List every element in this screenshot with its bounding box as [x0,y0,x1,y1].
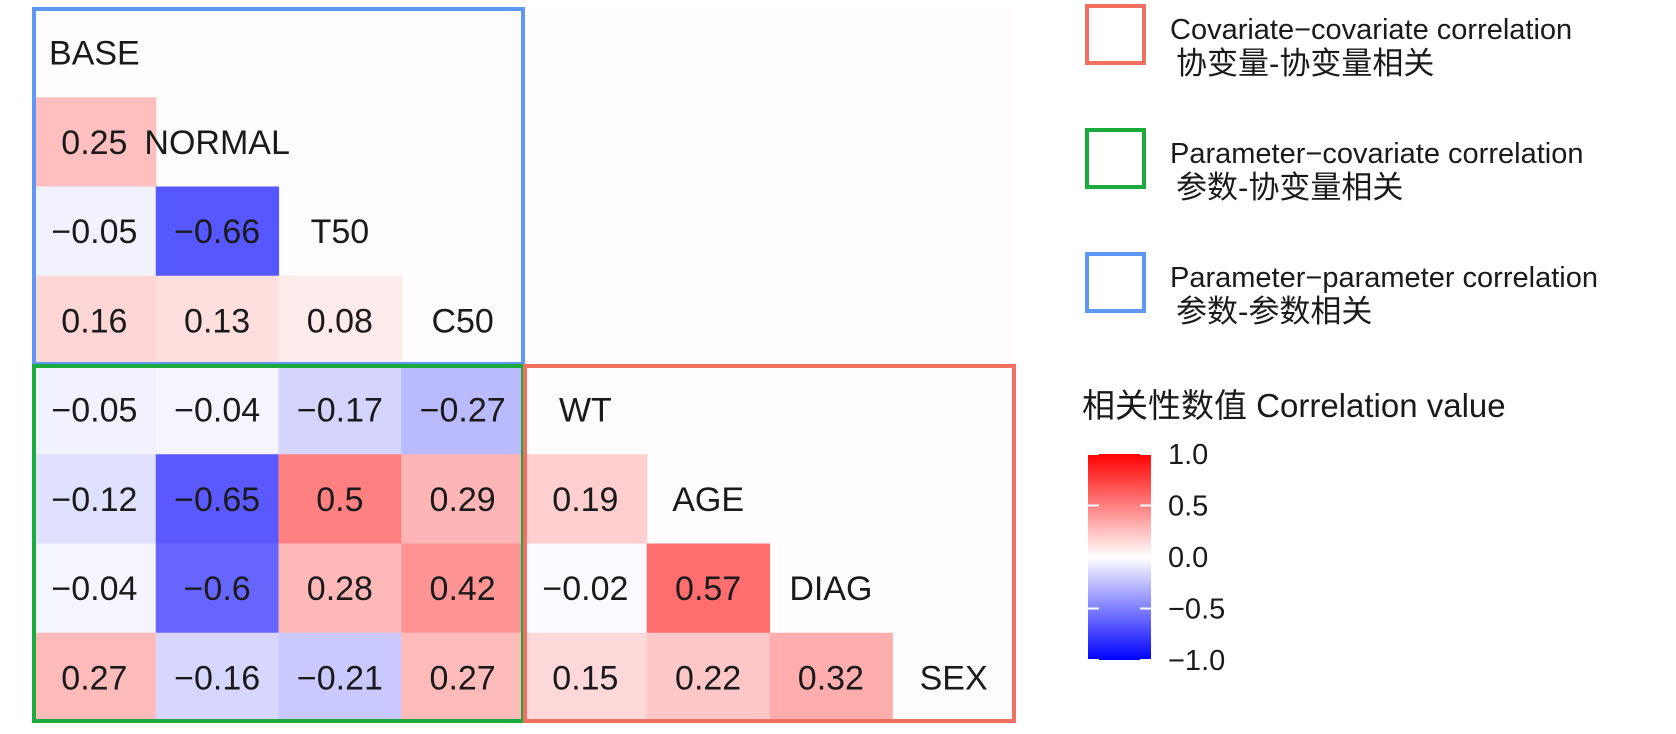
cell-sex-normal [155,632,280,723]
cells-layer [33,97,893,723]
cell-value-sex-c50: 0.27 [430,659,496,697]
cell-wt-c50 [401,365,525,455]
variable-label-wt: WT [559,392,612,430]
cell-diag-t50 [278,543,402,634]
group-box-covariate-covariate [523,364,1016,723]
cell-value-age-normal: −0.65 [174,481,260,519]
cell-value-age-c50: 0.29 [430,481,496,519]
cell-value-diag-age: 0.57 [675,570,741,608]
cell-value-wt-normal: −0.04 [174,392,260,430]
legend-label-zh-parameter-parameter: 参数-参数相关 [1176,294,1372,329]
cell-value-sex-age: 0.22 [675,659,741,697]
legend-label-en-parameter-covariate: Parameter−covariate correlation [1170,138,1583,170]
cell-value-c50-base: 0.16 [61,302,127,340]
cell-sex-t50 [278,632,402,723]
cell-age-wt [524,454,648,545]
colorbar-title: 相关性数值 Correlation value [1082,387,1506,424]
legend-label-zh-parameter-covariate: 参数-协变量相关 [1176,170,1403,205]
cell-diag-wt [524,543,648,634]
cell-sex-c50 [401,632,525,723]
cell-diag-base [33,543,157,634]
cell-wt-normal [155,365,280,455]
cell-age-normal [155,454,280,545]
cell-sex-base [33,632,157,723]
cell-age-base [33,454,157,545]
cell-diag-age [646,543,771,634]
cell-value-normal-base: 0.25 [61,124,127,162]
legend-key-parameter-covariate [1085,128,1146,189]
colorbar-tick-label--1-0: −1.0 [1168,645,1225,677]
cell-value-c50-t50: 0.08 [307,302,373,340]
colorbar-tick-label--0-5: −0.5 [1168,594,1225,626]
cell-value-t50-base: −0.05 [51,213,137,251]
cell-c50-normal [155,275,280,366]
cell-value-diag-c50: 0.42 [430,570,496,608]
variable-label-base: BASE [49,35,140,73]
cell-t50-base [33,186,157,277]
cell-value-sex-diag: 0.32 [798,659,864,697]
cell-value-age-t50: 0.5 [316,481,363,519]
legend-label-en-parameter-parameter: Parameter−parameter correlation [1170,262,1598,294]
variable-label-t50: T50 [311,213,370,251]
legend-label-en-covariate-covariate: Covariate−covariate correlation [1170,14,1572,46]
group-boxes-layer [32,7,1016,723]
cell-value-diag-t50: 0.28 [307,570,373,608]
variable-label-age: AGE [672,481,744,519]
variable-label-diag: DIAG [789,570,872,608]
cell-value-diag-base: −0.04 [51,570,137,608]
cell-value-diag-normal: −0.6 [184,570,251,608]
cell-normal-base [33,97,157,188]
labels-layer: 0.25 −0.05 −0.66 0.16 0.13 0.08 −0.05 −0.04 −0.1… [49,35,988,698]
cell-age-t50 [278,454,402,545]
cell-age-c50 [401,454,525,545]
cell-diag-normal [155,543,280,634]
cell-value-diag-wt: −0.02 [542,570,628,608]
cell-value-wt-c50: −0.27 [420,392,506,430]
legend-key-covariate-covariate [1085,4,1146,65]
cell-value-sex-wt: 0.15 [552,659,618,697]
legend-key-parameter-parameter [1085,252,1146,313]
colorbar-tick-label-0-5: 0.5 [1168,491,1208,523]
cell-wt-t50 [278,365,402,455]
cell-value-sex-normal: −0.16 [174,659,260,697]
cell-value-age-wt: 0.19 [552,481,618,519]
cell-wt-base [33,365,157,455]
cell-sex-age [646,632,771,723]
cell-sex-wt [524,632,648,723]
legend-layer: Covariate−covariate correlation协变量-协变量相关… [1082,4,1598,677]
cell-value-c50-normal: 0.13 [184,302,250,340]
cell-value-age-base: −0.12 [51,481,137,519]
cell-t50-normal [155,186,280,277]
colorbar-tick-label-0-0: 0.0 [1168,542,1208,574]
variable-label-sex: SEX [920,659,988,697]
colorbar-tick-label-1-0: 1.0 [1168,439,1208,471]
legend-label-zh-covariate-covariate: 协变量-协变量相关 [1176,46,1434,81]
variable-label-c50: C50 [431,302,493,340]
cell-c50-base [33,275,157,366]
cell-value-wt-base: −0.05 [51,392,137,430]
cell-value-sex-base: 0.27 [61,659,127,697]
cell-diag-c50 [401,543,525,634]
variable-label-normal: NORMAL [144,124,289,162]
cell-value-sex-t50: −0.21 [297,659,383,697]
cell-value-t50-normal: −0.66 [174,213,260,251]
cell-c50-t50 [278,275,402,366]
cell-sex-diag [769,632,893,723]
cell-value-wt-t50: −0.17 [297,392,383,430]
